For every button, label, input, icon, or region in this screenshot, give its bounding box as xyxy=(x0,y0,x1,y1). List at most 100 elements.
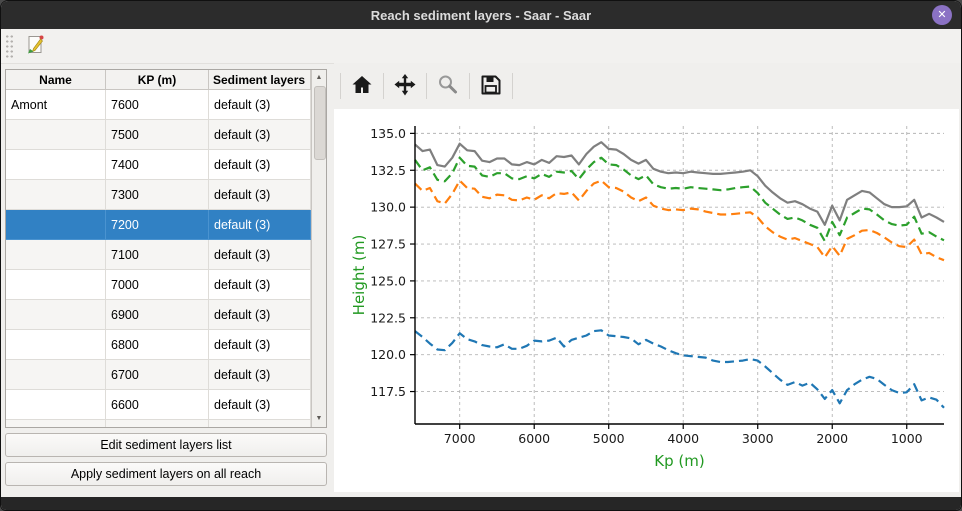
table-cell: default (3) xyxy=(209,120,311,150)
table-cell xyxy=(6,270,106,300)
table-cell: default (3) xyxy=(209,390,311,420)
series-gray-solid xyxy=(414,141,945,226)
table-cell: 6700 xyxy=(106,360,209,390)
table-cell: default (3) xyxy=(209,270,311,300)
sediment-table-panel: Name KP (m) Sediment layers Amont 7600 def… xyxy=(5,69,327,497)
close-button[interactable]: ✕ xyxy=(932,5,952,25)
table-row[interactable] xyxy=(6,420,326,427)
table-cell: default (3) xyxy=(209,240,311,270)
edit-sediment-layers-list-button[interactable]: Edit sediment layers list xyxy=(5,433,327,457)
y-tick-label: 135.0 xyxy=(370,126,406,141)
table-cell: default (3) xyxy=(209,150,311,180)
table-row[interactable]: 6600 default (3) xyxy=(6,390,326,420)
table-row[interactable]: 6700 default (3) xyxy=(6,360,326,390)
table-row[interactable]: 7200 default (3) xyxy=(6,210,326,240)
pan-button[interactable] xyxy=(390,71,420,101)
table-row[interactable]: 7000 default (3) xyxy=(6,270,326,300)
table-row[interactable]: 7500 default (3) xyxy=(6,120,326,150)
titlebar: Reach sediment layers - Saar - Saar ✕ xyxy=(1,1,961,29)
table-cell: 6800 xyxy=(106,330,209,360)
scrollbar-up-button[interactable]: ▲ xyxy=(315,74,323,81)
window-title: Reach sediment layers - Saar - Saar xyxy=(370,7,592,23)
y-tick-label: 132.5 xyxy=(370,163,406,178)
table-cell: default (3) xyxy=(209,300,311,330)
apply-sediment-layers-button[interactable]: Apply sediment layers on all reach xyxy=(5,462,327,486)
column-header-layers[interactable]: Sediment layers xyxy=(209,70,311,90)
table-cell xyxy=(6,330,106,360)
table-cell xyxy=(209,420,311,427)
x-tick-label: 4000 xyxy=(667,431,699,446)
table-cell xyxy=(6,420,106,427)
y-tick-label: 127.5 xyxy=(370,237,406,252)
table-cell: 6600 xyxy=(106,390,209,420)
toolbar-drag-handle[interactable] xyxy=(5,34,14,58)
table-row[interactable]: 7100 default (3) xyxy=(6,240,326,270)
x-tick-label: 1000 xyxy=(891,431,923,446)
table-cell xyxy=(106,420,209,427)
x-tick-label: 7000 xyxy=(444,431,476,446)
table-cell xyxy=(6,180,106,210)
toolbar-separator xyxy=(340,73,341,99)
table-cell xyxy=(6,360,106,390)
table-cell xyxy=(6,240,106,270)
table-cell: 7000 xyxy=(106,270,209,300)
table-cell: 7100 xyxy=(106,240,209,270)
table-row[interactable]: 7300 default (3) xyxy=(6,180,326,210)
table-cell: default (3) xyxy=(209,360,311,390)
table-cell xyxy=(6,210,106,240)
table-cell: 7500 xyxy=(106,120,209,150)
table-cell: default (3) xyxy=(209,90,311,120)
y-tick-label: 117.5 xyxy=(370,384,406,399)
sediment-table[interactable]: Name KP (m) Sediment layers Amont 7600 def… xyxy=(5,69,327,428)
table-cell: default (3) xyxy=(209,210,311,240)
table-cell xyxy=(6,150,106,180)
table-header: Name KP (m) Sediment layers xyxy=(6,70,326,90)
x-tick-label: 6000 xyxy=(518,431,550,446)
table-cell: Amont xyxy=(6,90,106,120)
scrollbar-thumb[interactable] xyxy=(314,86,326,160)
edit-document-icon xyxy=(25,35,47,59)
x-axis-label: Kp (m) xyxy=(654,452,704,470)
table-cell xyxy=(6,390,106,420)
table-cell: 7200 xyxy=(106,210,209,240)
series-orange-dashed xyxy=(414,179,945,262)
table-cell: 6900 xyxy=(106,300,209,330)
scrollbar-down-button[interactable]: ▼ xyxy=(315,415,323,422)
column-header-name[interactable]: Name xyxy=(6,70,106,90)
column-header-kp[interactable]: KP (m) xyxy=(106,70,209,90)
home-icon xyxy=(350,76,374,100)
chart-figure: 7000 6000 5000 4000 3000 2000 1000 117.5 120.0 12… xyxy=(334,109,959,492)
table-cell xyxy=(6,120,106,150)
home-button[interactable] xyxy=(347,71,377,101)
toolbar-separator xyxy=(383,73,384,99)
table-cell xyxy=(6,300,106,330)
table-cell: 7300 xyxy=(106,180,209,210)
y-tick-label: 122.5 xyxy=(370,310,406,325)
table-body: Amont 7600 default (3) 7500 default (3) 7400 d… xyxy=(6,90,326,427)
chart-canvas[interactable]: 7000 6000 5000 4000 3000 2000 1000 117.5 120.0 12… xyxy=(334,109,959,492)
y-tick-label: 120.0 xyxy=(370,347,406,362)
table-cell: 7400 xyxy=(106,150,209,180)
toolbar-separator xyxy=(469,73,470,99)
table-scrollbar[interactable]: ▲ ▼ xyxy=(311,70,326,427)
y-tick-label: 130.0 xyxy=(370,200,406,215)
plot-panel: 7000 6000 5000 4000 3000 2000 1000 117.5 120.0 12… xyxy=(334,63,961,497)
x-tick-label: 3000 xyxy=(742,431,774,446)
pan-arrows-icon xyxy=(393,74,417,100)
table-row[interactable]: 6900 default (3) xyxy=(6,300,326,330)
table-cell: default (3) xyxy=(209,180,311,210)
save-floppy-icon xyxy=(479,75,503,100)
edit-sediment-layers-tool-button[interactable] xyxy=(22,32,50,60)
table-row[interactable]: 7400 default (3) xyxy=(6,150,326,180)
x-tick-label: 2000 xyxy=(816,431,848,446)
table-cell: 7600 xyxy=(106,90,209,120)
table-row[interactable]: 6800 default (3) xyxy=(6,330,326,360)
zoom-button[interactable] xyxy=(433,71,463,101)
zoom-magnifier-icon xyxy=(436,75,460,100)
save-button[interactable] xyxy=(476,71,506,101)
y-tick-label: 125.0 xyxy=(370,273,406,288)
window-footer xyxy=(1,497,961,510)
table-row[interactable]: Amont 7600 default (3) xyxy=(6,90,326,120)
toolbar-separator xyxy=(426,73,427,99)
